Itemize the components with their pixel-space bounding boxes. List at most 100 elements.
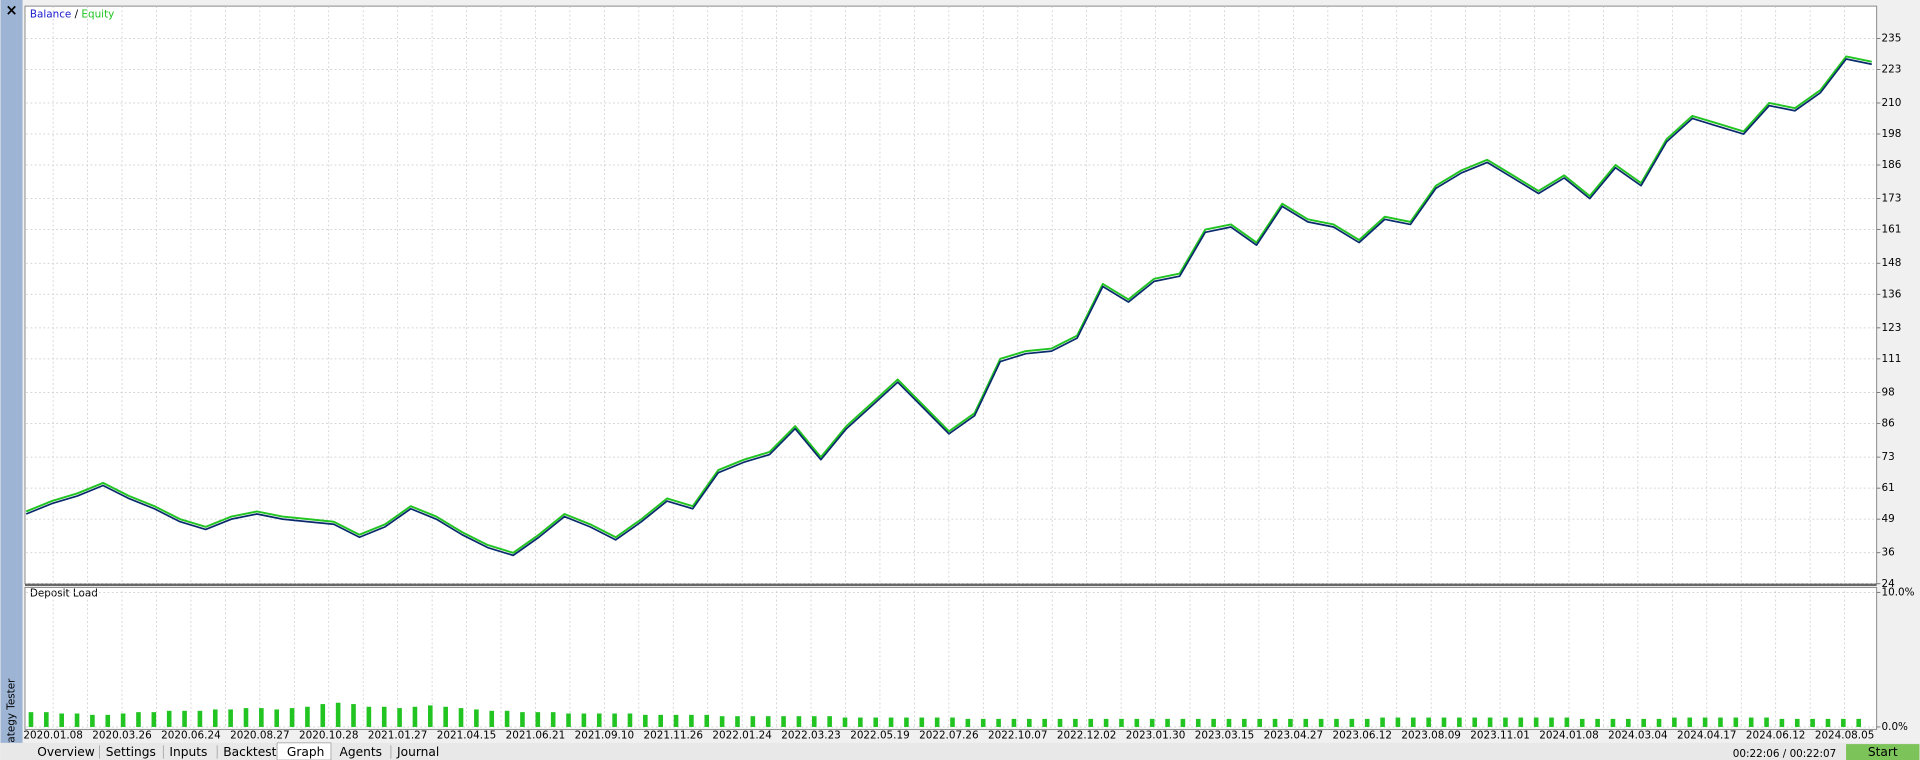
- deposit-bar: [166, 710, 172, 727]
- y-tick-label: 173: [1882, 193, 1902, 205]
- y-tick-label: 123: [1882, 322, 1902, 334]
- y-tick-label: 98: [1882, 386, 1895, 398]
- x-tick-label: 2024.06.12: [1746, 730, 1806, 742]
- deposit-bar: [1088, 718, 1094, 727]
- y-tick-label: 10.0%: [1882, 586, 1915, 598]
- x-tick-label: 2024.01.08: [1539, 730, 1599, 742]
- deposit-bar: [873, 717, 879, 727]
- elapsed-time: 00:22:06 / 00:22:07: [1733, 748, 1836, 760]
- deposit-bar: [1288, 718, 1293, 727]
- deposit-bar: [228, 709, 233, 727]
- deposit-bar: [351, 704, 356, 727]
- deposit-bar: [719, 716, 725, 727]
- deposit-bar: [1794, 718, 1800, 727]
- deposit-bar: [1257, 718, 1262, 727]
- y-tick-label: 186: [1882, 159, 1902, 171]
- deposit-bar: [1103, 718, 1109, 727]
- deposit-bar: [474, 709, 479, 727]
- deposit-bar: [919, 717, 925, 727]
- deposit-bar: [105, 714, 111, 727]
- x-tick-label: 2022.12.02: [1057, 730, 1117, 742]
- x-tick-label: 2023.11.01: [1470, 730, 1530, 742]
- x-tick-label: 2020.10.28: [299, 730, 359, 742]
- deposit-bar: [320, 704, 326, 727]
- tab[interactable]: Overview: [37, 745, 95, 759]
- deposit-bar: [888, 717, 894, 727]
- deposit-bar: [858, 717, 863, 727]
- equity-chart-frame: [24, 5, 1878, 585]
- deposit-bar: [1764, 717, 1769, 727]
- y-tick-label: 49: [1882, 513, 1895, 525]
- deposit-bar: [643, 714, 648, 727]
- start-button-bg: [1846, 744, 1920, 760]
- deposit-bar: [366, 706, 372, 727]
- tab[interactable]: Settings: [106, 745, 156, 759]
- legend: Balance / Equity: [30, 9, 114, 21]
- deposit-bar: [735, 716, 740, 727]
- deposit-bar: [1441, 717, 1447, 727]
- equity-line: [25, 55, 1872, 554]
- deposit-bar: [1748, 717, 1754, 727]
- deposit-bar: [136, 712, 141, 727]
- deposit-bar: [535, 712, 541, 727]
- deposit-bar: [1718, 717, 1723, 727]
- deposit-bar: [1165, 718, 1170, 727]
- deposit-bar: [182, 710, 187, 727]
- tab[interactable]: Agents: [340, 745, 383, 759]
- tab[interactable]: Journal: [396, 745, 439, 759]
- deposit-bar: [1410, 717, 1416, 727]
- x-tick-label: 2021.06.21: [506, 730, 566, 742]
- deposit-bar: [151, 712, 157, 727]
- tab[interactable]: Inputs: [169, 745, 207, 759]
- deposit-bar: [750, 716, 756, 727]
- deposit-bar: [1856, 718, 1862, 727]
- deposit-chart-frame: [24, 586, 1878, 730]
- x-tick-label: 2023.01.30: [1126, 730, 1186, 742]
- deposit-bar: [1426, 717, 1431, 727]
- y-tick-label: 161: [1882, 224, 1902, 236]
- deposit-bar: [1687, 717, 1693, 727]
- x-tick-label: 2020.08.27: [230, 730, 290, 742]
- deposit-bar: [1134, 718, 1140, 727]
- deposit-bar: [59, 713, 64, 727]
- deposit-bar: [520, 712, 525, 727]
- y-tick-label: 198: [1882, 128, 1902, 140]
- deposit-bar: [689, 714, 694, 727]
- deposit-bar: [1226, 718, 1232, 727]
- side-bar: [0, 0, 23, 760]
- deposit-bar: [781, 716, 786, 727]
- deposit-bar: [1825, 718, 1831, 727]
- deposit-bar: [1564, 717, 1570, 727]
- deposit-bar: [1779, 718, 1785, 727]
- deposit-bar: [1349, 718, 1355, 727]
- y-tick-label: 111: [1882, 353, 1902, 365]
- legend-separator: /: [71, 9, 81, 21]
- deposit-bar: [1457, 717, 1462, 727]
- deposit-bar: [1503, 717, 1508, 727]
- x-tick-label: 2024.04.17: [1677, 730, 1737, 742]
- tab[interactable]: Graph: [287, 745, 324, 759]
- deposit-bar: [443, 706, 448, 727]
- x-tick-label: 2023.04.27: [1264, 730, 1324, 742]
- tab[interactable]: Backtest: [223, 745, 276, 759]
- deposit-bar: [765, 716, 771, 727]
- deposit-bar: [1641, 718, 1646, 727]
- x-tick-label: 2023.06.12: [1333, 730, 1393, 742]
- deposit-bar: [550, 712, 556, 727]
- legend-entry: Equity: [81, 9, 114, 21]
- deposit-bar: [1057, 718, 1063, 727]
- y-tick-label: 136: [1882, 288, 1902, 300]
- deposit-bar: [1303, 718, 1309, 727]
- deposit-bar: [1011, 718, 1017, 727]
- deposit-bar: [1487, 717, 1493, 727]
- deposit-bar: [305, 706, 310, 727]
- deposit-bar: [504, 710, 510, 727]
- deposit-bar: [1364, 718, 1370, 727]
- deposit-bar: [1626, 718, 1631, 727]
- deposit-bar: [1702, 717, 1708, 727]
- deposit-bar: [842, 717, 848, 727]
- start-button[interactable]: Start: [1868, 745, 1898, 759]
- deposit-bar: [489, 710, 495, 727]
- close-button[interactable]: ×: [5, 2, 17, 19]
